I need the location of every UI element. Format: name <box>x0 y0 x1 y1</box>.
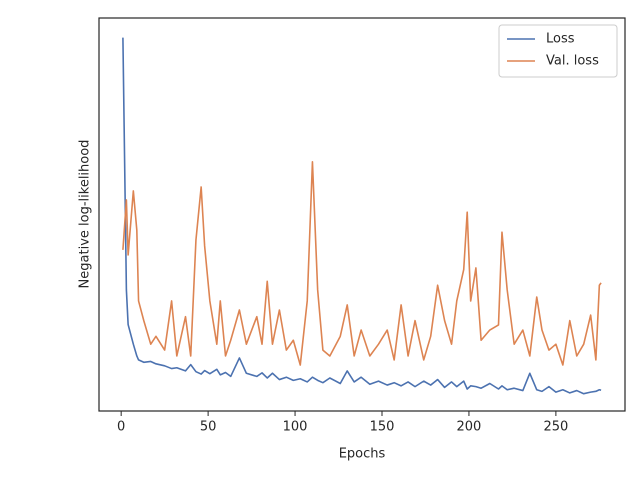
x-tick-label: 150 <box>370 420 395 435</box>
x-tick-label: 250 <box>543 420 568 435</box>
y-axis-label: Negative log-likelihood <box>78 140 93 289</box>
x-tick-label: 100 <box>283 420 308 435</box>
x-tick-label: 200 <box>457 420 482 435</box>
x-tick-label: 50 <box>200 420 217 435</box>
line-series <box>122 161 602 366</box>
line-series <box>122 37 602 395</box>
x-axis-label: Epochs <box>339 447 386 462</box>
legend-box <box>498 24 618 78</box>
legend-label: Val. loss <box>546 54 599 69</box>
plot-frame <box>98 17 626 412</box>
x-tick-label: 0 <box>117 420 125 435</box>
legend-label: Loss <box>546 32 575 47</box>
